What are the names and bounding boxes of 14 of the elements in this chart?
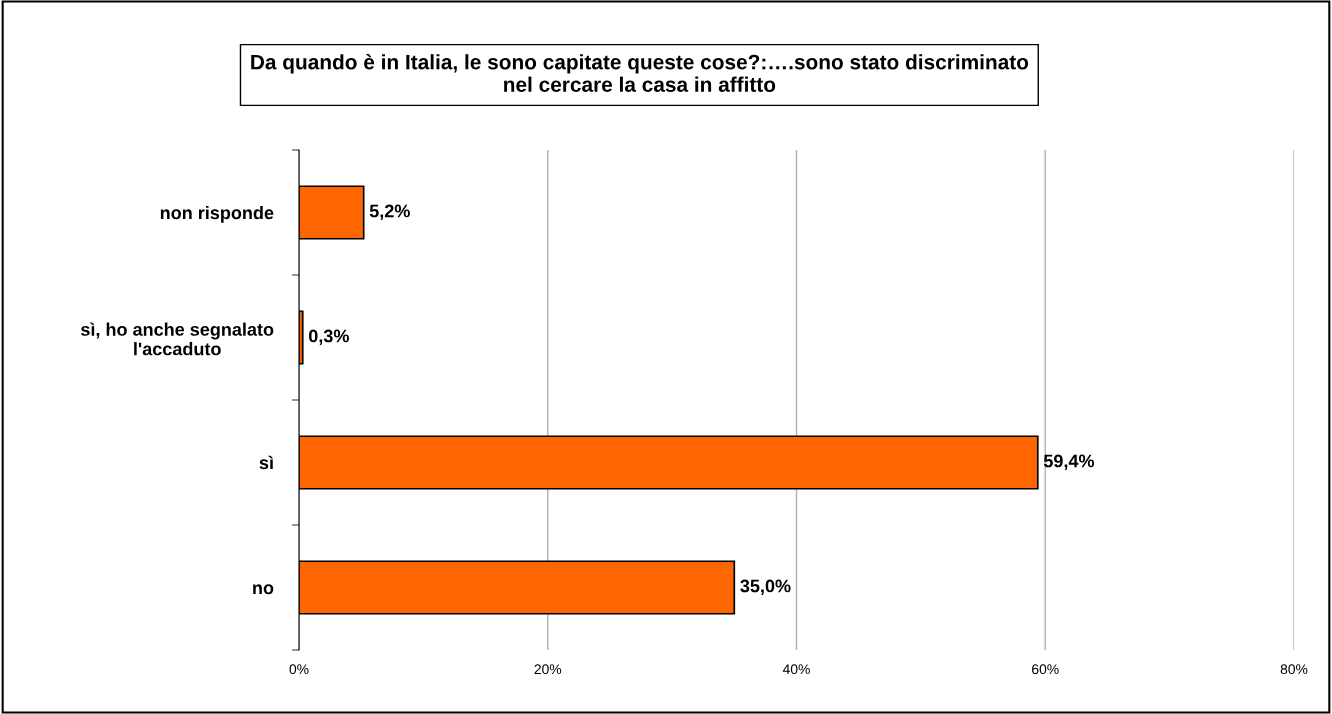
x-tick-label: 80% xyxy=(1280,664,1308,675)
y-tick-label: no xyxy=(253,584,274,595)
data-label: 35,0% xyxy=(740,579,791,595)
x-tick-label: 40% xyxy=(782,664,810,675)
x-tick-label: 0% xyxy=(289,664,309,675)
x-tick-label: 20% xyxy=(534,664,562,675)
data-label: 0,3% xyxy=(309,329,349,345)
y-tick-label: non risponde xyxy=(160,205,274,223)
y-tick-label: sì xyxy=(259,455,273,470)
data-label: 5,2% xyxy=(369,204,410,220)
y-tick-label: sì, ho anche segnalato l'accaduto xyxy=(81,322,274,356)
x-tick-label: 60% xyxy=(1032,664,1059,675)
chart-title: Da quando è in Italia, le sono capitate queste cose?:….sono stato discriminato nel cercare la casa in affitto xyxy=(251,53,1029,92)
data-label: 59,4% xyxy=(1043,454,1095,470)
